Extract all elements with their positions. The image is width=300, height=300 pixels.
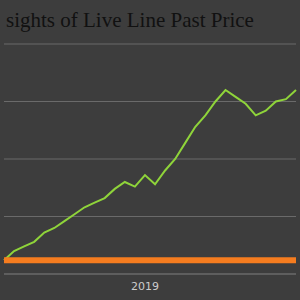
svg-text:2019: 2019	[131, 280, 159, 293]
html-text:sights of Live Line Past Price: sights of Live Line Past Price	[6, 8, 254, 32]
